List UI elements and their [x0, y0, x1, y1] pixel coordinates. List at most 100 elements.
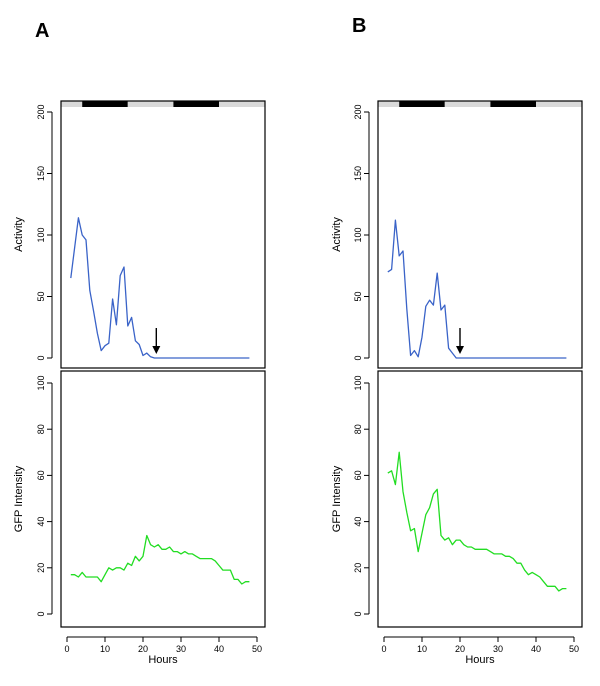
data-point [452, 352, 453, 353]
data-point [539, 576, 540, 577]
data-point [211, 558, 212, 559]
y-tick-label: 200 [353, 104, 363, 119]
y-axis-title: GFP Intensity [13, 465, 25, 532]
light-dark-bar-segment-light [444, 101, 491, 107]
chart-a-gfp: 0 20 40 60 80 100 GFP Intensity 0 10 20 30 40 50 Hour… [13, 370, 266, 666]
data-point [391, 269, 392, 270]
data-point [169, 546, 170, 547]
data-point [82, 234, 83, 235]
data-point [547, 586, 548, 587]
data-point [448, 537, 449, 538]
x-tick-label: 50 [569, 644, 579, 654]
data-point [429, 507, 430, 508]
data-point [184, 551, 185, 552]
x-tick-label: 0 [64, 644, 69, 654]
data-point [391, 470, 392, 471]
data-point [543, 581, 544, 582]
data-point [116, 324, 117, 325]
y-tick-label: 40 [36, 517, 46, 527]
y-tick-label: 150 [353, 166, 363, 181]
data-point [395, 484, 396, 485]
data-point [437, 489, 438, 490]
x-axis-title: Hours [148, 654, 178, 666]
data-point [150, 544, 151, 545]
data-point [139, 344, 140, 345]
data-point [161, 549, 162, 550]
y-tick-label: 150 [36, 166, 46, 181]
plot-frame [60, 100, 266, 369]
series-line-gfp [387, 451, 567, 592]
x-tick-label: 20 [138, 644, 148, 654]
data-point [551, 586, 552, 587]
data-point [418, 356, 419, 357]
data-point [188, 553, 189, 554]
data-point [566, 357, 567, 358]
data-point [566, 588, 567, 589]
data-point [456, 357, 457, 358]
light-dark-bar-segment-dark [82, 101, 128, 107]
data-point [158, 357, 159, 358]
data-point [494, 553, 495, 554]
y-tick-label: 80 [353, 424, 363, 434]
panel-label-b: B [352, 15, 366, 37]
series-line-activity [70, 217, 250, 359]
data-point [158, 544, 159, 545]
data-point [112, 298, 113, 299]
data-point [123, 570, 124, 571]
x-axis-title: Hours [465, 654, 495, 666]
data-point [241, 583, 242, 584]
data-point [123, 266, 124, 267]
data-point [387, 472, 388, 473]
y-tick-label: 50 [353, 291, 363, 301]
data-point [234, 579, 235, 580]
x-tick-label: 10 [100, 644, 110, 654]
light-dark-bar-segment-light [378, 101, 400, 107]
data-point [497, 553, 498, 554]
data-point [93, 576, 94, 577]
data-point [406, 308, 407, 309]
data-point [528, 574, 529, 575]
y-tick-label: 100 [353, 227, 363, 242]
data-point [516, 563, 517, 564]
data-point [249, 357, 250, 358]
y-tick-label: 40 [353, 517, 363, 527]
data-point [127, 325, 128, 326]
data-point [112, 570, 113, 571]
data-point [78, 217, 79, 218]
data-point [127, 563, 128, 564]
data-point [410, 530, 411, 531]
data-point [513, 558, 514, 559]
y-tick-label: 20 [353, 563, 363, 573]
data-point [104, 345, 105, 346]
plot-frame [60, 370, 266, 628]
y-tick-label: 0 [353, 355, 363, 360]
data-point [463, 544, 464, 545]
data-point [120, 275, 121, 276]
data-point [440, 535, 441, 536]
data-point [215, 560, 216, 561]
chart-a-activity: 0 50 100 150 200 Activity [13, 100, 266, 369]
y-tick-label: 0 [36, 355, 46, 360]
data-point [161, 357, 162, 358]
y-tick-label: 60 [353, 470, 363, 480]
data-point [558, 590, 559, 591]
data-point [89, 576, 90, 577]
data-point [471, 546, 472, 547]
x-tick-label: 40 [214, 644, 224, 654]
data-point [414, 350, 415, 351]
data-point [399, 452, 400, 453]
data-point [146, 352, 147, 353]
data-point [237, 579, 238, 580]
data-point [78, 576, 79, 577]
x-tick-label: 10 [417, 644, 427, 654]
y-tick-label: 60 [36, 470, 46, 480]
light-dark-bar-segment-light [127, 101, 174, 107]
data-point [142, 556, 143, 557]
data-point [97, 333, 98, 334]
data-point [139, 560, 140, 561]
data-point [131, 565, 132, 566]
data-point [448, 348, 449, 349]
data-point [429, 300, 430, 301]
y-axis-title: GFP Intensity [331, 465, 343, 532]
